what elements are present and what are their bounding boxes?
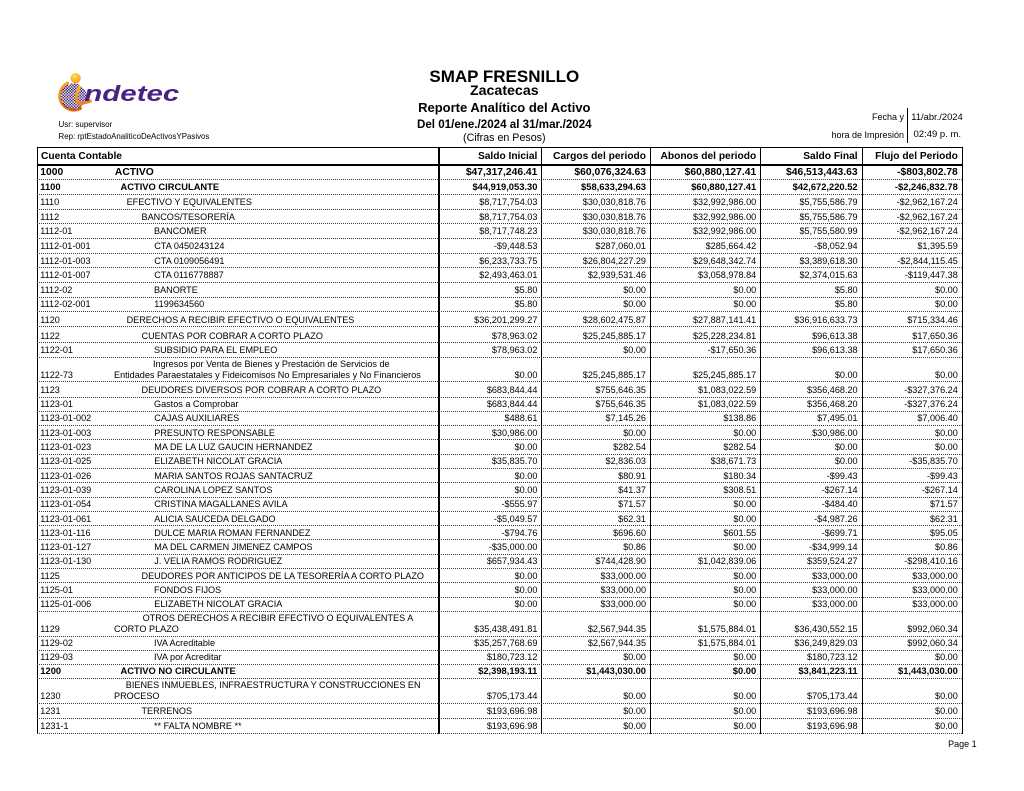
svg-text:ndetec: ndetec [84,81,180,106]
